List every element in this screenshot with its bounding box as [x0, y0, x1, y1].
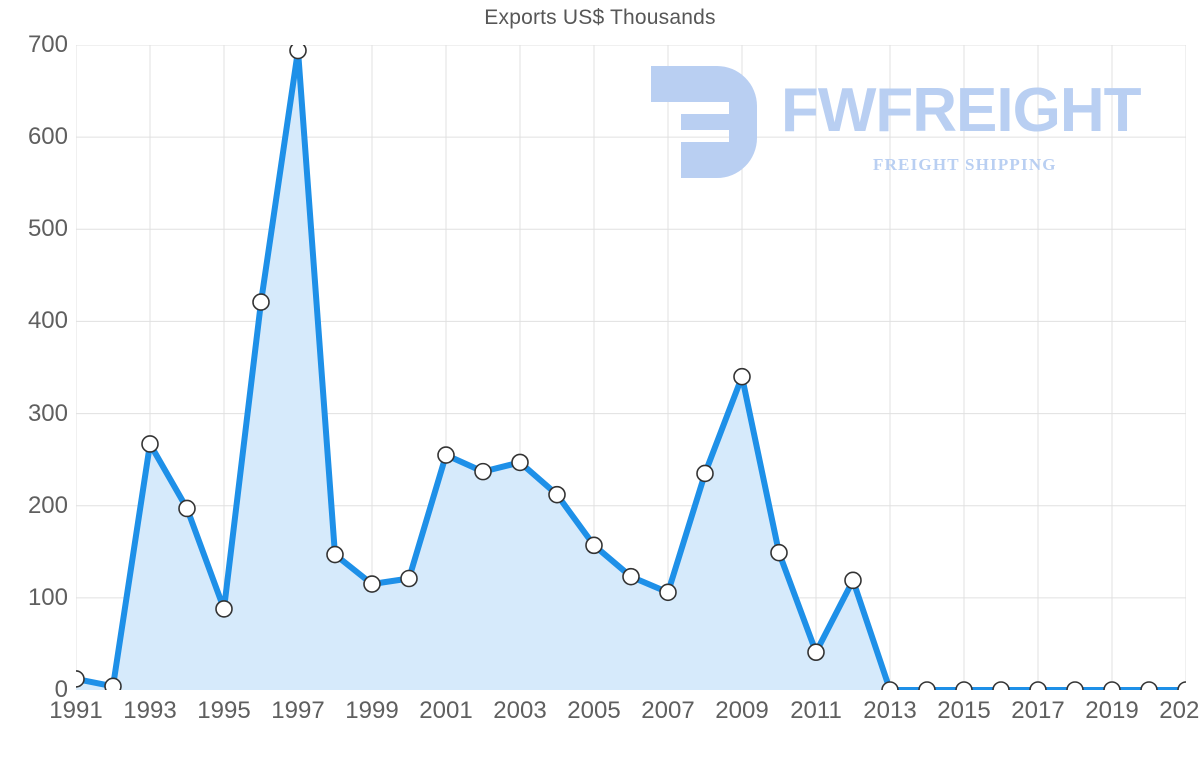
x-axis-tick-label: 2013	[863, 697, 917, 724]
x-axis-tick-label: 2011	[790, 697, 842, 724]
plot-area	[76, 45, 1186, 690]
data-point-marker[interactable]	[252, 293, 270, 311]
data-point-marker[interactable]	[178, 499, 196, 518]
data-point-marker[interactable]	[696, 464, 714, 483]
chart-title: Exports US$ Thousands	[484, 6, 716, 29]
x-axis-tick-label: 1993	[123, 697, 177, 724]
data-markers	[76, 45, 1186, 690]
y-axis-tick-label: 600	[27, 123, 68, 151]
data-point-marker[interactable]	[1177, 681, 1186, 690]
data-point-marker[interactable]	[955, 681, 973, 690]
data-point-marker[interactable]	[733, 367, 751, 386]
y-axis-tick-label: 100	[27, 583, 68, 611]
y-axis-tick-label: 0	[54, 676, 68, 703]
data-point-marker[interactable]	[474, 462, 492, 481]
x-axis-tick-label: 2005	[567, 697, 621, 724]
y-axis: 0 100 200 300 400 500 600 700	[0, 0, 68, 763]
data-point-marker[interactable]	[659, 583, 677, 602]
x-axis-tick-label: 1991	[49, 697, 103, 724]
data-point-marker[interactable]	[548, 485, 566, 504]
data-point-marker[interactable]	[585, 536, 603, 555]
data-point-marker[interactable]	[141, 435, 159, 453]
area-fill	[76, 50, 1186, 690]
x-axis-tick-label: 2007	[641, 697, 695, 724]
data-point-marker[interactable]	[770, 543, 788, 562]
data-point-marker[interactable]	[289, 45, 307, 60]
data-point-marker[interactable]	[104, 677, 122, 690]
y-axis-tick-label: 300	[27, 399, 68, 427]
x-axis-tick-label: 2017	[1011, 697, 1065, 724]
chart-svg	[76, 45, 1186, 690]
x-axis-tick-label: 2003	[493, 697, 547, 724]
data-point-marker[interactable]	[400, 569, 418, 588]
y-axis-tick-label: 200	[27, 491, 68, 519]
data-point-marker[interactable]	[1029, 681, 1047, 690]
x-axis-tick-label: 1999	[345, 697, 399, 724]
x-axis-tick-label: 1997	[271, 697, 325, 724]
x-axis-tick-label: 2001	[419, 697, 473, 724]
x-axis: 1991 1993 1995 1997 1999 2001 2003 2005 2007 2009…	[0, 699, 1200, 749]
x-axis-tick-label: 2015	[937, 697, 991, 724]
data-point-marker[interactable]	[76, 670, 85, 688]
data-point-marker[interactable]	[363, 575, 381, 593]
y-axis-tick-label: 400	[27, 307, 68, 335]
data-point-marker[interactable]	[807, 643, 825, 662]
data-point-marker[interactable]	[326, 545, 344, 564]
x-axis-tick-label: 2021	[1159, 697, 1200, 724]
data-point-marker[interactable]	[215, 600, 233, 618]
x-axis-tick-label: 2009	[715, 697, 769, 724]
data-point-marker[interactable]	[844, 571, 862, 590]
data-point-marker[interactable]	[1140, 681, 1158, 690]
x-axis-tick-label: 2019	[1085, 697, 1139, 724]
data-point-marker[interactable]	[918, 681, 936, 690]
data-point-marker[interactable]	[622, 567, 640, 586]
data-point-marker[interactable]	[881, 681, 899, 690]
data-point-marker[interactable]	[511, 453, 529, 472]
y-axis-tick-label: 700	[27, 31, 68, 58]
data-point-marker[interactable]	[1066, 681, 1084, 690]
data-point-marker[interactable]	[992, 681, 1010, 690]
x-axis-tick-label: 1995	[197, 697, 251, 724]
data-point-marker[interactable]	[1103, 681, 1121, 690]
data-point-marker[interactable]	[437, 446, 455, 464]
y-axis-tick-label: 500	[27, 215, 68, 243]
